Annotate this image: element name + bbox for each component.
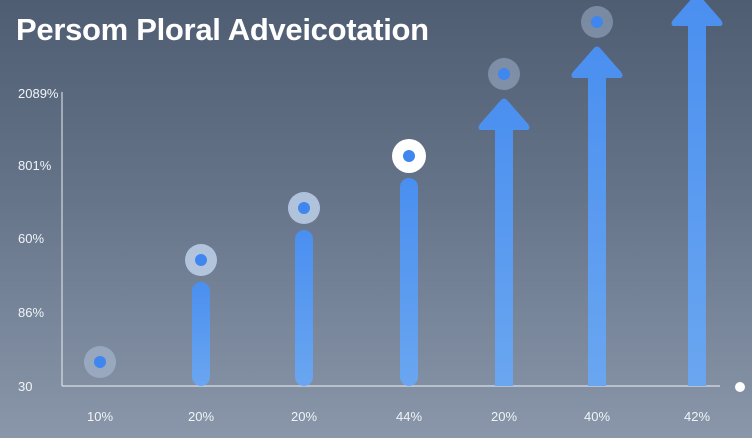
x-tick-label: 20% [291,409,317,424]
x-tick-label: 40% [584,409,610,424]
x-tick-label: 20% [188,409,214,424]
data-point [195,254,207,266]
y-tick-label: 86% [18,305,44,320]
axis-end-dot [735,382,745,392]
data-point [298,202,310,214]
data-point [591,16,603,28]
bar-arrow [671,0,723,386]
chart-title: Persom Ploral Adveicotation [16,12,429,47]
y-tick-label: 30 [18,379,32,394]
x-tick-label: 20% [491,409,517,424]
data-point [94,356,106,368]
y-tick-label: 60% [18,231,44,246]
bar-arrow [571,46,623,386]
x-tick-label: 44% [396,409,422,424]
x-tick-label: 10% [87,409,113,424]
y-tick-label: 2089% [18,86,59,101]
x-tick-label: 42% [684,409,710,424]
y-tick-label: 801% [18,158,52,173]
bar-arrow [478,98,530,386]
data-point [498,68,510,80]
bar [192,282,210,386]
bar [400,178,418,386]
data-point [403,150,415,162]
bar [295,230,313,386]
